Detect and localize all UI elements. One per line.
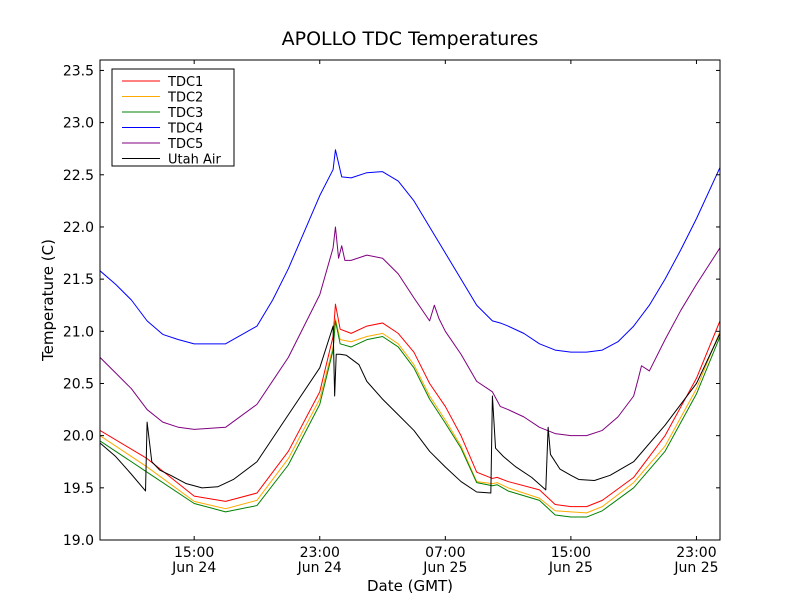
y-tick-label: 20.5 xyxy=(63,376,94,392)
series-line-utah-air xyxy=(100,325,720,494)
legend-label: TDC2 xyxy=(167,91,203,106)
series-line-tdc3 xyxy=(100,320,720,518)
y-tick-label: 19.0 xyxy=(63,533,94,549)
x-tick-date-label: Jun 25 xyxy=(422,560,467,576)
legend-label: TDC1 xyxy=(167,75,203,90)
legend-label: TDC5 xyxy=(167,137,203,152)
y-tick-label: 22.5 xyxy=(63,168,94,184)
series-line-tdc2 xyxy=(100,318,720,514)
x-tick-time-label: 15:00 xyxy=(174,545,214,561)
y-tick-label: 22.0 xyxy=(63,220,94,236)
x-tick-date-label: Jun 24 xyxy=(297,560,342,576)
y-tick-label: 19.5 xyxy=(63,481,94,497)
axes-frame xyxy=(99,59,721,541)
y-tick-label: 23.0 xyxy=(63,116,94,132)
legend-box xyxy=(111,68,235,167)
legend-label: TDC3 xyxy=(167,106,203,121)
y-tick-label: 21.0 xyxy=(63,324,94,340)
x-tick-date-label: Jun 25 xyxy=(548,560,593,576)
y-tick-label: 20.0 xyxy=(63,429,94,445)
x-tick-time-label: 07:00 xyxy=(425,545,465,561)
x-tick-time-label: 15:00 xyxy=(551,545,591,561)
legend-label: Utah Air xyxy=(168,153,221,168)
series-group xyxy=(100,149,720,518)
y-axis-label: Temperature (C) xyxy=(39,239,57,362)
legend-label: TDC4 xyxy=(167,122,203,137)
chart-title: APOLLO TDC Temperatures xyxy=(282,28,539,50)
x-tick-time-label: 23:00 xyxy=(300,545,340,561)
series-line-tdc1 xyxy=(100,303,720,508)
x-tick-date-label: Jun 24 xyxy=(171,560,216,576)
series-line-tdc5 xyxy=(100,226,720,437)
x-tick-date-label: Jun 25 xyxy=(673,560,718,576)
plot-area: 19.0 19.5 20.0 20.5 21.0 21.5 22.0 22.5 23.0 23.5… xyxy=(63,59,721,576)
x-axis-label: Date (GMT) xyxy=(367,577,453,595)
series-line-tdc4 xyxy=(100,149,720,353)
y-tick-label: 21.5 xyxy=(63,272,94,288)
y-tick-label: 23.5 xyxy=(63,63,94,79)
x-tick-time-label: 23:00 xyxy=(676,545,716,561)
